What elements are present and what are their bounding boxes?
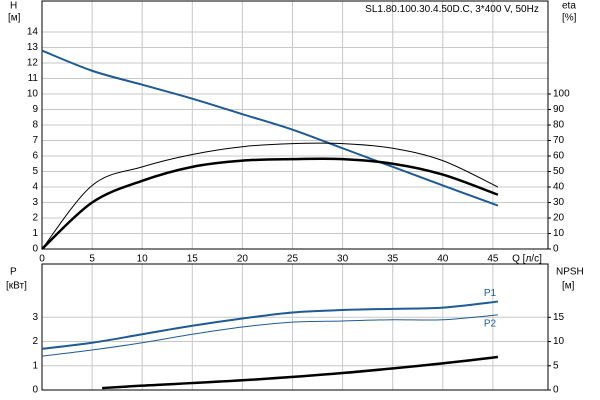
y-tick-label: 0	[32, 385, 38, 396]
y2-tick-label: 40	[553, 182, 565, 193]
x-tick-label: 40	[437, 254, 449, 265]
x-axis-label: Q [л/с]	[512, 254, 542, 265]
y2-tick-label: 0	[553, 385, 559, 396]
y2-tick-label: 30	[553, 197, 565, 208]
y-tick-label: 7	[32, 135, 38, 146]
x-tick-label: 35	[387, 254, 399, 265]
y2-tick-label: 70	[553, 135, 565, 146]
y-axis-label: H	[10, 1, 17, 12]
curve	[41, 300, 499, 350]
y-tick-label: 2	[32, 213, 38, 224]
y-tick-label: 11	[28, 73, 39, 84]
y-tick-label: 3	[32, 312, 38, 323]
curve	[41, 49, 499, 207]
y2-tick-label: 10	[553, 228, 565, 239]
curve	[41, 314, 498, 357]
curve	[41, 157, 499, 250]
y-tick-label: 0	[32, 244, 38, 255]
y2-axis-label: NPSH	[556, 267, 584, 278]
y-axis-label: P	[10, 267, 17, 278]
y-axis-unit: [кВт]	[6, 281, 27, 292]
y2-tick-label: 80	[553, 120, 565, 131]
x-tick-label: 20	[237, 254, 249, 265]
chart-title: SL1.80.100.30.4.50D.C, 3*400 V, 50Hz	[365, 4, 539, 15]
x-tick-label: 10	[137, 254, 149, 265]
y2-tick-label: 60	[553, 151, 565, 162]
y-tick-label: 12	[27, 58, 39, 69]
x-tick-label: 45	[487, 254, 499, 265]
y-tick-label: 5	[32, 166, 38, 177]
y2-tick-label: 15	[553, 312, 565, 323]
curve	[41, 142, 499, 250]
x-tick-label: 30	[337, 254, 349, 265]
plot-area	[42, 264, 548, 390]
y2-tick-label: 90	[553, 104, 565, 115]
y-tick-label: 10	[27, 89, 39, 100]
y2-tick-label: 0	[553, 244, 559, 255]
y2-tick-label: 100	[553, 89, 570, 100]
y-tick-label: 13	[27, 42, 39, 53]
y-tick-label: 6	[32, 151, 38, 162]
y-tick-label: 1	[32, 360, 38, 371]
plot-frame	[41, 0, 549, 250]
x-tick-label: 25	[287, 254, 299, 265]
y-axis-unit: [м]	[8, 13, 21, 24]
curve	[102, 355, 499, 390]
plot-frame	[41, 263, 549, 391]
x-tick-label: 5	[89, 254, 95, 265]
y-tick-label: 2	[32, 336, 38, 347]
y2-axis-label: eta	[562, 1, 576, 12]
y2-axis-unit: [м]	[562, 281, 575, 292]
y-tick-label: 8	[32, 120, 38, 131]
y2-tick-label: 50	[553, 166, 565, 177]
y-tick-label: 3	[32, 197, 38, 208]
y-tick-label: 4	[32, 182, 38, 193]
y2-axis-unit: [%]	[562, 13, 577, 24]
series-label: P2	[484, 319, 497, 330]
y-tick-label: 1	[32, 228, 38, 239]
y2-tick-label: 5	[553, 360, 559, 371]
y2-tick-label: 20	[553, 213, 565, 224]
series-label: P1	[484, 288, 497, 299]
y-tick-label: 9	[32, 104, 38, 115]
x-tick-label: 0	[39, 254, 45, 265]
y-tick-label: 14	[27, 27, 39, 38]
y2-tick-label: 10	[553, 336, 565, 347]
x-tick-label: 15	[187, 254, 199, 265]
